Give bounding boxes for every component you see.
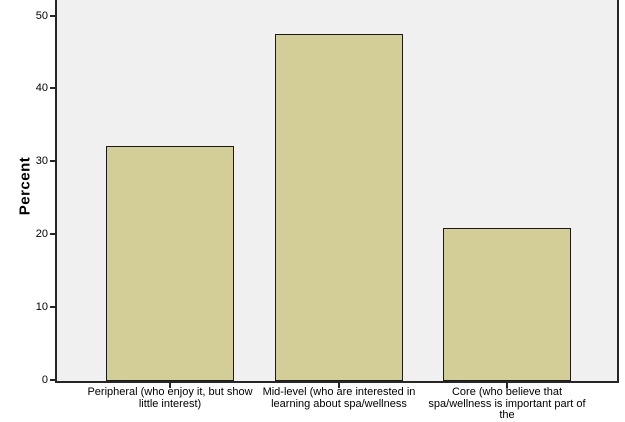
y-tick: [50, 305, 55, 308]
bar-2: [275, 34, 403, 381]
x-category-label-line: Core (who believe that: [451, 386, 563, 398]
x-tick: [169, 383, 171, 388]
x-category-label-3: Core (who believe that spa/wellness is im…: [407, 386, 607, 422]
x-category-label-1: Peripheral (who enjoy it, but show little…: [70, 386, 270, 410]
x-tick: [506, 383, 508, 388]
x-category-label-line: the: [499, 409, 515, 421]
y-tick-label: 50: [35, 9, 48, 22]
x-category-label-line: spa/wellness is important part of: [428, 397, 586, 410]
x-category-label-line: little interest): [138, 397, 202, 410]
plot-area: [55, 0, 619, 383]
y-tick: [50, 87, 55, 90]
bar-3: [443, 228, 571, 381]
x-category-label-line: learning about spa/wellness: [271, 397, 407, 410]
y-tick: [50, 160, 55, 163]
bar-1: [106, 146, 234, 381]
y-tick-label: 0: [41, 373, 48, 386]
y-tick-label: 10: [35, 300, 48, 313]
y-tick: [50, 14, 55, 17]
x-tick: [338, 383, 340, 388]
y-tick: [50, 232, 55, 235]
y-tick: [50, 378, 55, 381]
bars-layer: [57, 0, 617, 381]
y-tick-label: 30: [35, 155, 48, 168]
x-category-label-2: Mid-level (who are interested in learning…: [239, 386, 439, 410]
x-category-label-line: Peripheral (who enjoy it, but show: [87, 386, 253, 398]
y-tick-label: 40: [35, 82, 48, 95]
y-tick-label: 20: [35, 227, 48, 240]
x-category-label-line: Mid-level (who are interested in: [262, 386, 416, 398]
